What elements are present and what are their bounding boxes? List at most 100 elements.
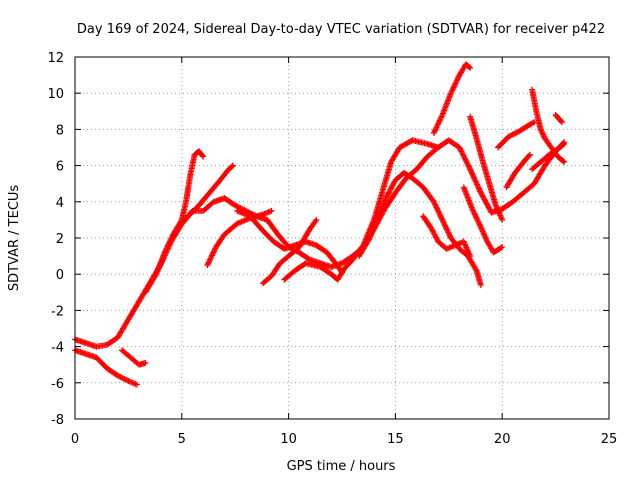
data-point-marker <box>499 216 506 223</box>
data-point-marker <box>209 251 216 258</box>
data-point-marker <box>454 76 461 83</box>
data-point-marker <box>434 205 441 212</box>
data-point-marker <box>232 202 239 209</box>
data-point-marker <box>163 246 170 253</box>
series-trace <box>420 213 474 260</box>
x-tick-label: 5 <box>178 432 186 447</box>
data-point-marker <box>440 218 447 225</box>
data-point-marker <box>443 225 450 232</box>
data-point-marker <box>470 208 477 215</box>
data-point-marker <box>432 127 439 134</box>
data-point-marker <box>430 198 437 205</box>
data-point-marker <box>366 236 373 243</box>
data-point-marker <box>560 158 567 165</box>
data-point-marker <box>313 216 320 223</box>
y-tick-label: 8 <box>56 123 64 138</box>
data-point-marker <box>168 235 175 242</box>
data-point-marker <box>436 118 443 125</box>
series-trace <box>529 140 568 173</box>
data-point-marker <box>510 130 517 137</box>
x-tick-label: 25 <box>601 432 618 447</box>
data-point-marker <box>164 243 171 250</box>
series-trace <box>259 216 320 287</box>
data-point-marker <box>448 88 455 95</box>
data-point-marker <box>435 208 442 215</box>
data-point-marker <box>167 236 174 243</box>
data-point-marker <box>477 188 484 195</box>
data-point-marker <box>205 260 212 267</box>
data-point-marker <box>114 372 121 379</box>
data-point-marker <box>444 228 451 235</box>
data-point-marker <box>508 132 515 139</box>
data-point-marker <box>509 131 516 138</box>
data-point-marker <box>230 162 237 169</box>
data-point-marker <box>436 209 443 216</box>
series-trace <box>494 119 538 151</box>
y-axis-label: SDTVAR / TECUs <box>7 185 22 292</box>
data-point-marker <box>469 206 476 213</box>
data-point-marker <box>469 170 476 177</box>
data-point-marker <box>461 154 468 161</box>
data-point-marker <box>432 201 439 208</box>
data-point-marker <box>468 168 475 175</box>
series-trace <box>529 86 568 165</box>
data-point-marker <box>477 282 484 289</box>
series-trace <box>467 113 506 223</box>
axis-ticks: 0 5 10 15 20 25 -8 -6 -4 -2 0 2 4 6 8 10 12 <box>47 51 617 447</box>
data-point-marker <box>505 133 512 140</box>
data-point-marker <box>474 181 481 188</box>
y-tick-label: 6 <box>56 160 64 175</box>
series-trace <box>356 169 484 289</box>
data-point-marker <box>122 376 129 383</box>
y-tick-label: -6 <box>51 377 64 392</box>
data-point-marker <box>475 185 482 192</box>
data-point-marker <box>526 152 533 159</box>
data-point-marker <box>472 266 479 273</box>
data-point-marker <box>471 210 478 217</box>
data-point-marker <box>442 223 449 230</box>
x-tick-label: 0 <box>71 432 79 447</box>
data-point-marker <box>211 246 218 253</box>
data-point-marker <box>473 214 480 221</box>
series-trace <box>281 137 442 283</box>
data-point-marker <box>466 63 473 70</box>
data-point-marker <box>462 156 469 163</box>
data-point-marker <box>467 64 474 71</box>
data-point-marker <box>443 226 450 233</box>
data-point-marker <box>204 262 211 269</box>
data-point-marker <box>453 77 460 84</box>
data-point-marker <box>467 253 474 260</box>
y-tick-label: -2 <box>51 304 64 319</box>
data-point-marker <box>529 119 536 126</box>
series-trace <box>460 184 506 256</box>
data-point-marker <box>447 90 454 97</box>
data-point-marker <box>205 259 212 266</box>
grid-lines <box>75 57 609 419</box>
data-point-marker <box>434 207 441 214</box>
data-point-marker <box>452 80 459 87</box>
data-point-marker <box>200 153 207 160</box>
data-point-marker <box>441 221 448 228</box>
series-trace <box>118 347 149 368</box>
data-point-marker <box>461 155 468 162</box>
data-point-marker <box>207 256 214 263</box>
data-point-marker <box>559 119 566 126</box>
chart-title: Day 169 of 2024, Sidereal Day-to-day VTE… <box>77 22 605 37</box>
data-point-marker <box>431 128 438 135</box>
y-tick-label: 4 <box>56 196 64 211</box>
data-point-marker <box>268 207 275 214</box>
x-axis-label: GPS time / hours <box>287 459 396 474</box>
series-trace <box>72 137 568 350</box>
data-point-marker <box>466 164 473 171</box>
data-point-marker <box>560 141 567 148</box>
data-point-marker <box>208 253 215 260</box>
data-point-marker <box>312 218 319 225</box>
data-point-marker <box>164 242 171 249</box>
y-tick-label: 2 <box>56 232 64 247</box>
data-point-marker <box>561 158 568 165</box>
data-point-marker <box>161 249 168 256</box>
data-point-marker <box>465 163 472 170</box>
data-point-marker <box>211 248 218 255</box>
data-point-marker <box>438 113 445 120</box>
